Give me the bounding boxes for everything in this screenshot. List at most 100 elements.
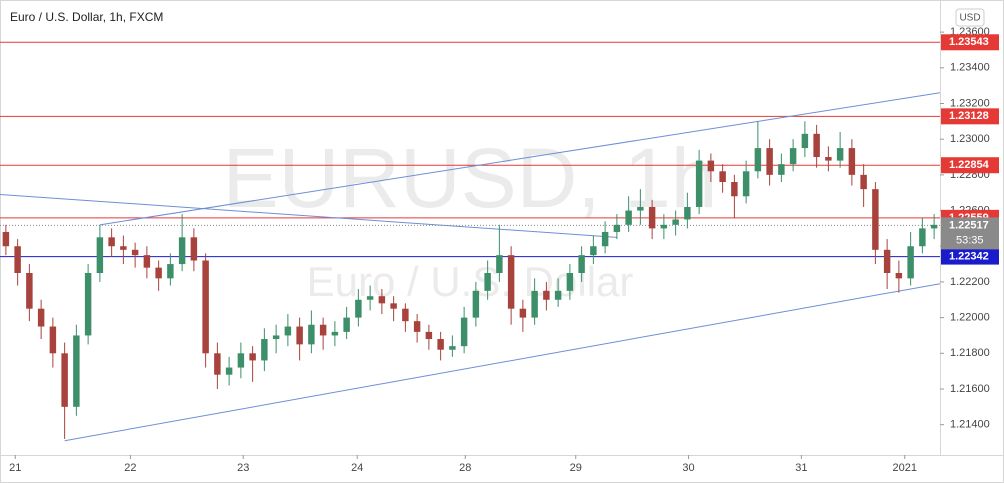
- y-tick-label: 1.22200: [950, 276, 990, 288]
- candle-body: [836, 148, 844, 161]
- last-price-label-bg: [941, 217, 999, 250]
- y-tick-label: 1.21800: [950, 347, 990, 359]
- candle-body: [131, 249, 139, 256]
- candle-body: [742, 171, 750, 197]
- currency-badge[interactable]: [955, 8, 985, 27]
- candle-body: [930, 224, 938, 229]
- candle-body: [719, 171, 726, 182]
- trendline: [0, 193, 617, 238]
- level-label: 1.23128: [949, 110, 989, 122]
- level-label: 1.23543: [949, 36, 989, 48]
- candle-body: [460, 317, 468, 347]
- candle-body: [61, 353, 68, 407]
- candle-body: [695, 160, 703, 207]
- currency[interactable]: USD: [959, 13, 980, 24]
- last-price-label: 1.22517: [949, 219, 989, 231]
- y-tick-label: 1.23400: [950, 62, 990, 74]
- candle-body: [225, 367, 233, 375]
- candle-body: [672, 219, 679, 225]
- candle-body: [167, 264, 174, 279]
- candle-body: [531, 290, 538, 318]
- candle-body: [507, 255, 515, 309]
- candle-body: [648, 206, 656, 229]
- candle-body: [214, 353, 221, 375]
- candle-body: [308, 324, 315, 345]
- level-label-bg: [941, 34, 999, 51]
- level-label: 1.22342: [949, 250, 989, 262]
- x-tick-label: 30: [682, 462, 694, 474]
- candle-body: [284, 326, 292, 336]
- candle-body: [331, 331, 339, 336]
- x-tick-label: 31: [795, 462, 807, 474]
- plot: [0, 41, 941, 442]
- candle-body: [637, 206, 644, 211]
- candle-body: [237, 353, 245, 368]
- candle-body: [378, 296, 386, 304]
- candle-body: [108, 237, 115, 247]
- candle-body: [625, 210, 632, 225]
- candle-body: [883, 249, 891, 273]
- trendline: [99, 92, 941, 226]
- candle-body: [731, 182, 738, 197]
- candle-body: [390, 303, 397, 309]
- candle-body: [472, 290, 480, 318]
- candle-body: [84, 273, 92, 336]
- trendline: [64, 283, 941, 442]
- candle-body: [660, 224, 668, 229]
- candle-body: [872, 189, 879, 250]
- candle-body: [413, 321, 421, 332]
- candle-body: [425, 331, 433, 340]
- candle-body: [496, 255, 503, 273]
- candle-body: [566, 273, 574, 291]
- candle-body: [402, 308, 409, 322]
- candle-body: [343, 317, 350, 332]
- watermark: EURUSD, 1h: [223, 131, 718, 225]
- x-tick-label: 28: [459, 462, 471, 474]
- candle-body: [919, 228, 926, 247]
- candle-body: [813, 133, 820, 158]
- candle-body: [73, 335, 80, 407]
- y-tick-label: 1.23000: [950, 133, 990, 145]
- x-tick-label: 2021: [893, 462, 917, 474]
- x-tick-label: 23: [237, 462, 249, 474]
- candle-body: [778, 164, 785, 175]
- level-label-bg: [941, 157, 999, 174]
- candle-body: [613, 224, 621, 232]
- candle-body: [37, 308, 45, 327]
- candle-body: [895, 273, 903, 279]
- countdown: 53:35: [956, 234, 984, 246]
- candle-body: [860, 174, 867, 190]
- candle-body: [801, 133, 809, 149]
- x-tick-label: 21: [9, 462, 21, 474]
- candle-body: [766, 148, 773, 175]
- candle-body: [907, 246, 914, 279]
- y-tick-label: 1.21600: [950, 383, 990, 395]
- candle-body: [202, 260, 209, 354]
- candle-body: [355, 299, 362, 318]
- candle-body: [155, 267, 162, 279]
- candle-body: [26, 273, 33, 309]
- candle-body: [519, 308, 527, 318]
- level-label: 1.22854: [949, 159, 990, 171]
- candle-body: [601, 231, 609, 247]
- level-label-bg: [941, 108, 999, 125]
- candle-body: [272, 335, 280, 340]
- candle-body: [190, 237, 198, 261]
- candle-body: [319, 324, 327, 336]
- y-tick-label: 1.23200: [950, 97, 990, 109]
- candle-body: [14, 246, 21, 273]
- price-axis: 1.214001.216001.218001.220001.222001.224…: [940, 26, 999, 431]
- candle-body: [825, 157, 832, 161]
- candle-body: [684, 206, 691, 220]
- candle-body: [296, 326, 303, 345]
- candle-body: [848, 148, 856, 175]
- candle-body: [2, 231, 10, 247]
- candle-body: [789, 148, 797, 165]
- candle-body: [143, 255, 151, 268]
- candle-body: [754, 148, 762, 172]
- candle-body: [578, 255, 585, 273]
- candle-body: [590, 246, 597, 256]
